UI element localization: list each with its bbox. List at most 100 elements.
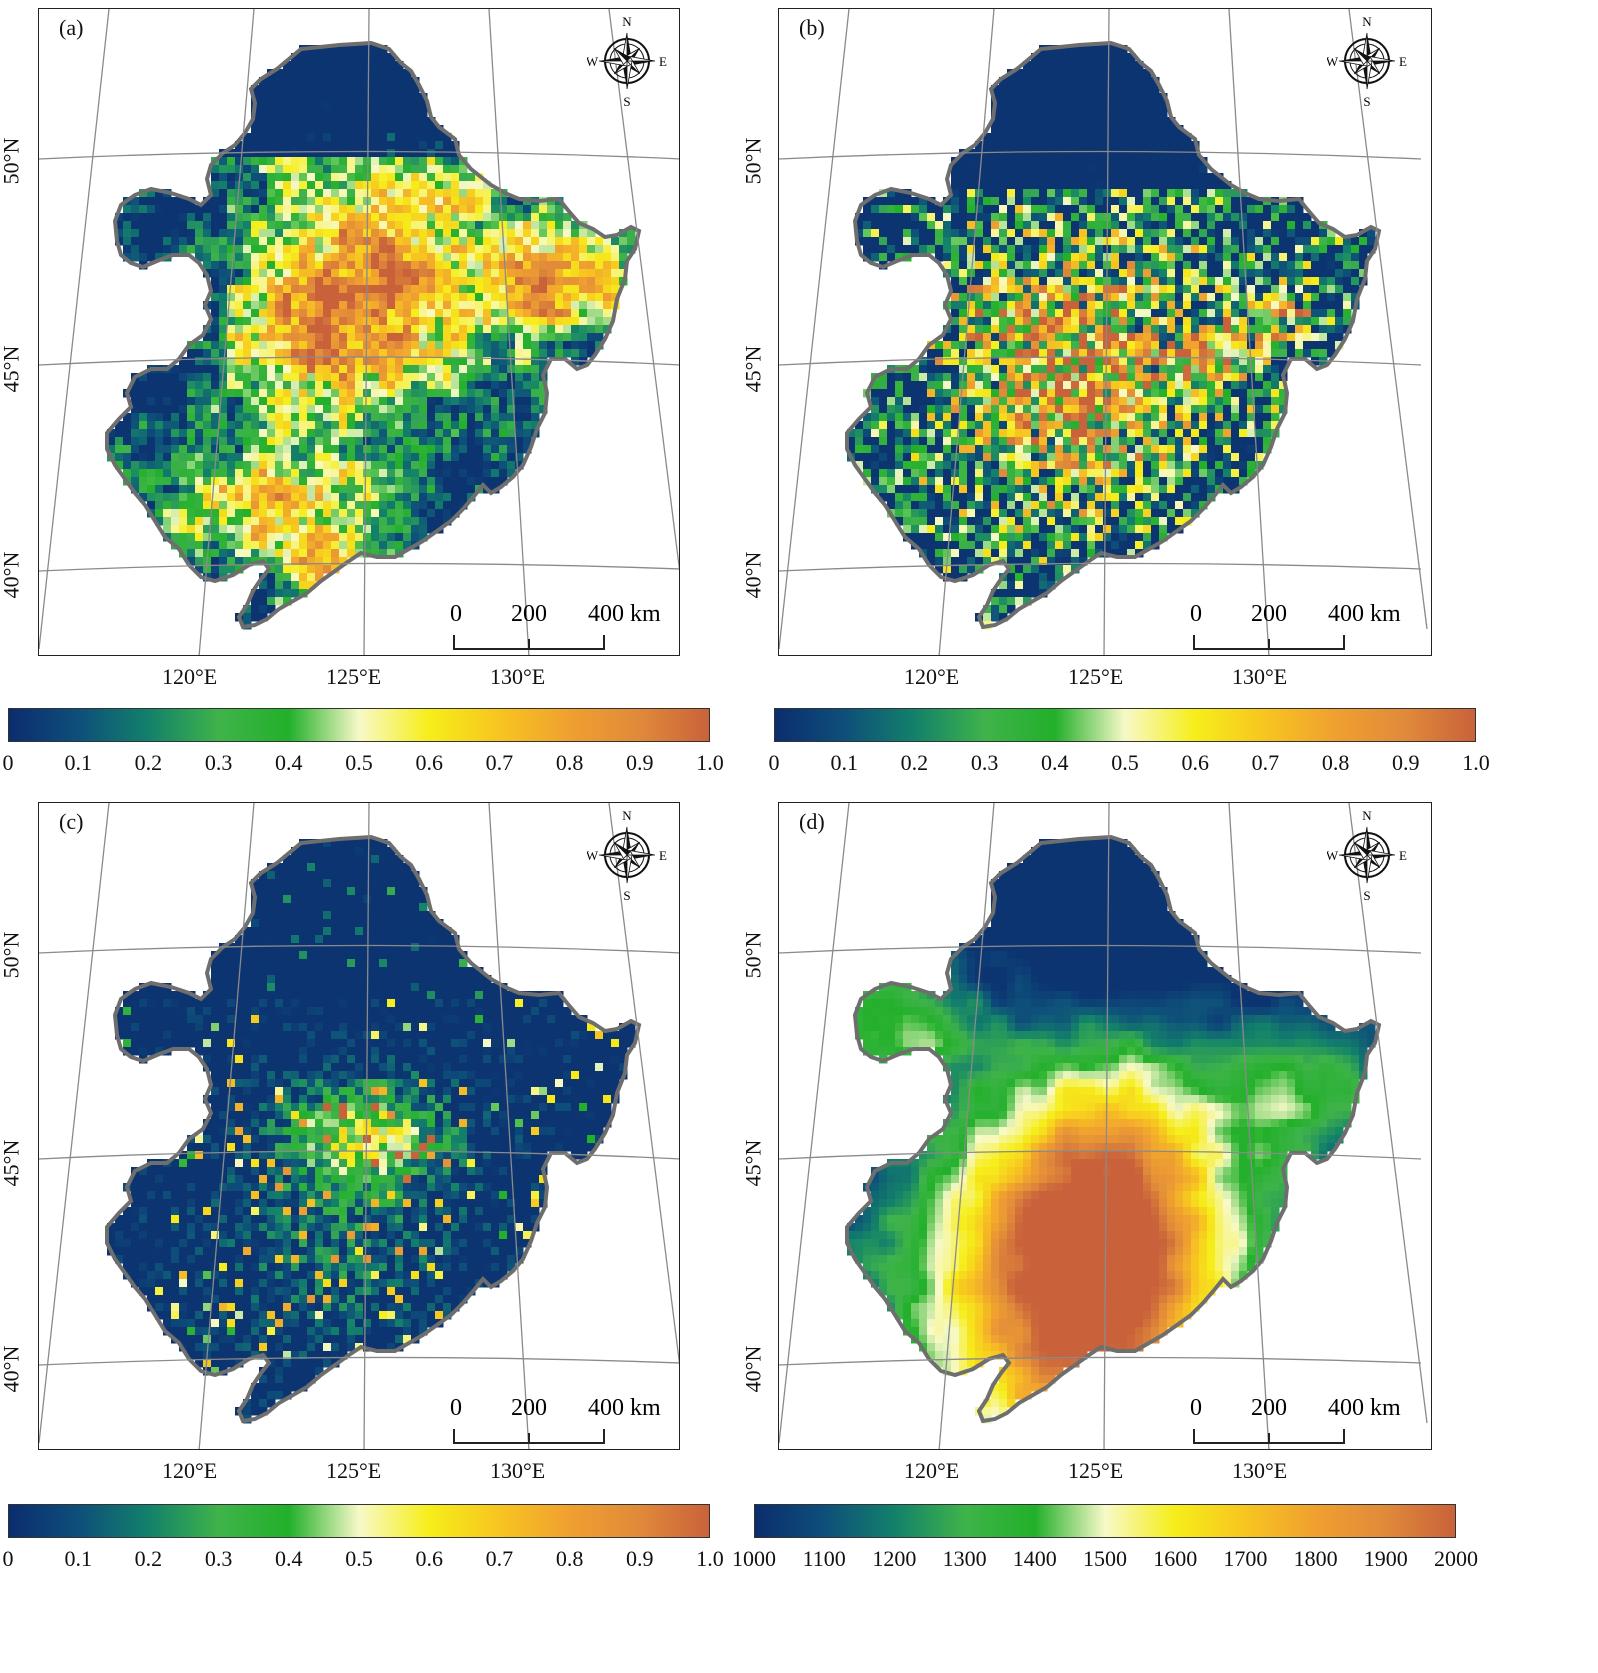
- colorbar-tick-label: 0.7: [486, 1546, 514, 1572]
- map-frame: 0 200 400 km (c) NSWE: [38, 802, 680, 1450]
- colorbar-tick-label: 1100: [803, 1546, 846, 1572]
- colorbar-tick-label: 0.9: [626, 750, 654, 776]
- compass-letter: S: [1363, 94, 1370, 107]
- lon-label-125: 125°E: [1068, 664, 1123, 690]
- scale-bar-label: 0: [450, 601, 462, 627]
- colorbar-tick-label: 0.5: [345, 1546, 373, 1572]
- colorbar-tick-label: 0.9: [626, 1546, 654, 1572]
- colorbar-tick-label: 0.4: [275, 1546, 303, 1572]
- compass-letter: N: [622, 809, 632, 823]
- colorbar-tick-label: 1600: [1153, 1546, 1197, 1572]
- colorbar-tick-label: 1.0: [1462, 750, 1490, 776]
- panel-d: 0 200 400 km (d) NSWE 50°N 45°N 40°N 120°E…: [764, 794, 1598, 1673]
- colorbar-tick-label: 0.2: [135, 1546, 163, 1572]
- compass-letter: E: [659, 848, 667, 863]
- lat-label-40: 40°N: [740, 552, 766, 599]
- colorbar-tick-label: 0.8: [556, 1546, 584, 1572]
- compass-rose-icon: N S W E: [1327, 809, 1407, 901]
- colorbar-tick-label: 1300: [943, 1546, 987, 1572]
- colorbar-tick-label: 0.4: [275, 750, 303, 776]
- colorbar-tick-label: 0.7: [1252, 750, 1280, 776]
- longitude-line: [39, 803, 109, 1443]
- longitude-line: [779, 9, 849, 649]
- map-frame: 0 200 400 km (d) NSWE: [778, 802, 1432, 1450]
- panel-label: (a): [59, 15, 83, 41]
- lon-label-120: 120°E: [904, 664, 959, 690]
- raster-cells: [847, 45, 1376, 630]
- panel-c: 0 200 400 km (c) N S W E 50°N 45°N 40°N 120°E…: [0, 794, 780, 1673]
- colorbar-tick-label: 1900: [1364, 1546, 1408, 1572]
- scale-bar-label: 200: [1251, 1395, 1287, 1421]
- colorbar: [774, 708, 1476, 742]
- colorbar-tick-label: 0: [769, 750, 780, 776]
- lon-label-120: 120°E: [162, 664, 217, 690]
- map-canvas: 0 200 400 km: [39, 803, 680, 1450]
- colorbar-tick-label: 0.3: [205, 1546, 233, 1572]
- compass-rose-icon: N S W E: [587, 15, 667, 107]
- lon-label-125: 125°E: [326, 1458, 381, 1484]
- colorbar-tick-label: 0.2: [901, 750, 929, 776]
- compass-letter: S: [623, 94, 630, 107]
- scale-bar: 0 200 400 km: [1190, 601, 1401, 649]
- lat-label-50: 50°N: [740, 138, 766, 185]
- compass-letter: E: [1399, 848, 1407, 863]
- latitude-line: [779, 563, 1421, 571]
- compass-letter: S: [623, 888, 630, 901]
- compass-letter: S: [1363, 888, 1370, 901]
- compass-letter: W: [587, 848, 599, 863]
- colorbar-tick-label: 0.2: [135, 750, 163, 776]
- compass-letter: N: [622, 15, 632, 29]
- map-frame: 0 200 400 km (b) NSWE: [778, 8, 1432, 656]
- lon-label-120: 120°E: [904, 1458, 959, 1484]
- scale-bar: 0 200 400 km: [1190, 1395, 1401, 1443]
- colorbar-tick-label: 0.3: [971, 750, 999, 776]
- compass-letter: W: [1327, 848, 1339, 863]
- scale-bar-label: 400 km: [588, 601, 661, 627]
- panel-b: 0 200 400 km (b) N S W E 50°N 45°N 40°N 120°E…: [764, 0, 1584, 790]
- lat-label-45: 45°N: [740, 346, 766, 393]
- longitude-line: [779, 803, 849, 1443]
- lat-label-45: 45°N: [0, 1140, 24, 1187]
- lat-label-45: 45°N: [740, 1140, 766, 1187]
- longitude-line: [39, 9, 109, 649]
- scale-bar-label: 400 km: [588, 1395, 661, 1421]
- compass-rose-icon: N S W E: [1327, 15, 1407, 107]
- colorbar-tick-label: 0.1: [64, 1546, 92, 1572]
- scale-bar-label: 200: [1251, 601, 1287, 627]
- colorbar-tick-label: 0.6: [415, 1546, 443, 1572]
- lat-label-50: 50°N: [0, 932, 24, 979]
- colorbar-tick-label: 1500: [1083, 1546, 1127, 1572]
- compass-letter: E: [1399, 54, 1407, 69]
- lat-label-40: 40°N: [0, 1346, 24, 1393]
- colorbar-tick-label: 0.3: [205, 750, 233, 776]
- colorbar: [8, 1504, 710, 1538]
- scale-bar-label: 400 km: [1328, 1395, 1401, 1421]
- lat-label-50: 50°N: [0, 138, 24, 185]
- scale-bar-label: 200: [511, 1395, 547, 1421]
- colorbar-tick-label: 1000: [732, 1546, 776, 1572]
- compass-letter: W: [1327, 54, 1339, 69]
- colorbar-tick-label: 0: [3, 1546, 14, 1572]
- colorbar-tick-label: 0.4: [1041, 750, 1069, 776]
- latitude-line: [779, 1357, 1421, 1365]
- latitude-line: [39, 563, 680, 571]
- map-frame: 0 200 400 km (a) NSWE: [38, 8, 680, 656]
- lat-label-40: 40°N: [740, 1346, 766, 1393]
- colorbar-tick-label: 0: [3, 750, 14, 776]
- colorbar-tick-label: 0.5: [345, 750, 373, 776]
- colorbar-tick-label: 0.1: [830, 750, 858, 776]
- lon-label-130: 130°E: [490, 1458, 545, 1484]
- scale-bar-label: 0: [1190, 1395, 1202, 1421]
- scale-bar: 0 200 400 km: [450, 601, 661, 649]
- raster-cells: [107, 45, 636, 630]
- colorbar-tick-label: 1800: [1294, 1546, 1338, 1572]
- lat-label-45: 45°N: [0, 346, 24, 393]
- colorbar: [754, 1504, 1456, 1538]
- map-canvas: 0 200 400 km: [39, 9, 680, 656]
- lon-label-130: 130°E: [490, 664, 545, 690]
- colorbar-tick-label: 1.0: [696, 750, 724, 776]
- scale-bar: 0 200 400 km: [450, 1395, 661, 1443]
- compass-letter: W: [587, 54, 599, 69]
- lon-label-120: 120°E: [162, 1458, 217, 1484]
- lon-label-130: 130°E: [1232, 1458, 1287, 1484]
